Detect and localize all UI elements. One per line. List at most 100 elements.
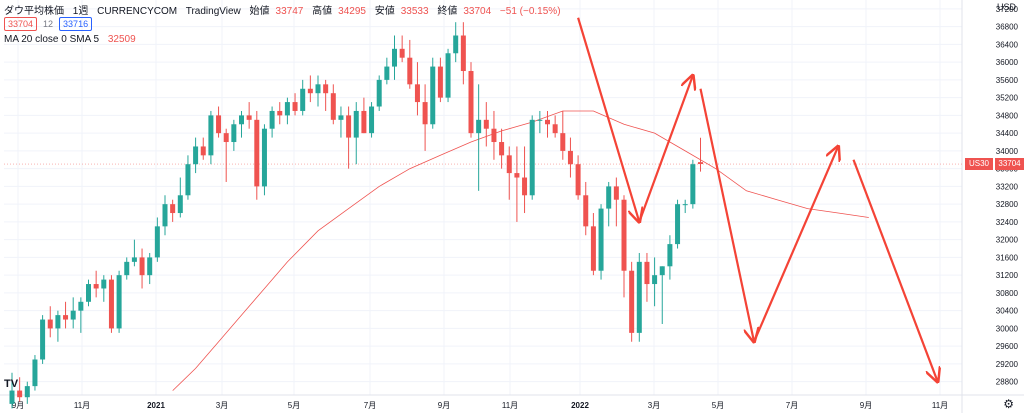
candle-body[interactable] — [185, 164, 191, 196]
candle-body[interactable] — [537, 119, 543, 121]
candle-body[interactable] — [24, 386, 30, 398]
candle-body[interactable] — [269, 110, 275, 129]
candle-body[interactable] — [154, 226, 160, 258]
candle-body[interactable] — [116, 275, 122, 329]
candle-body[interactable] — [284, 102, 290, 116]
candle-body[interactable] — [583, 195, 589, 227]
candle-body[interactable] — [407, 57, 413, 85]
indicator-legend[interactable]: MA 20 close 0 SMA 5 32509 — [4, 34, 142, 45]
trend-arrow[interactable] — [577, 17, 639, 222]
candle-body[interactable] — [613, 186, 619, 200]
candle-body[interactable] — [307, 88, 313, 94]
candle-body[interactable] — [40, 319, 46, 360]
symbol-name[interactable]: ダウ平均株価 — [4, 6, 64, 17]
candle-body[interactable] — [231, 124, 237, 143]
candle-body[interactable] — [292, 102, 298, 111]
candle-body[interactable] — [193, 146, 199, 165]
candle-body[interactable] — [644, 261, 650, 285]
candle-body[interactable] — [261, 128, 267, 187]
candle-body[interactable] — [108, 279, 114, 329]
candle-body[interactable] — [32, 359, 38, 387]
candle-body[interactable] — [598, 208, 604, 271]
buy-button[interactable]: 33716 — [59, 17, 93, 31]
candle-body[interactable] — [552, 124, 558, 134]
candle-body[interactable] — [369, 106, 375, 134]
candle-body[interactable] — [147, 257, 153, 276]
candle-body[interactable] — [468, 71, 474, 134]
candle-body[interactable] — [652, 275, 658, 285]
candle-body[interactable] — [78, 301, 84, 311]
candle-body[interactable] — [483, 119, 489, 129]
candle-body[interactable] — [414, 84, 420, 103]
candle-body[interactable] — [55, 315, 61, 329]
interval-label[interactable]: 1週 — [72, 6, 89, 17]
candle-body[interactable] — [139, 257, 145, 276]
candle-body[interactable] — [567, 150, 573, 165]
candle-body[interactable] — [606, 186, 612, 209]
candle-body[interactable] — [239, 115, 244, 125]
trend-arrow[interactable] — [638, 75, 693, 223]
candle-body[interactable] — [667, 244, 673, 267]
candle-body[interactable] — [353, 110, 359, 138]
candle-body[interactable] — [499, 142, 505, 156]
candle-body[interactable] — [346, 115, 352, 138]
candle-body[interactable] — [690, 164, 696, 205]
candle-body[interactable] — [560, 133, 566, 151]
candle-body[interactable] — [315, 84, 321, 94]
candle-body[interactable] — [698, 162, 703, 165]
trend-arrow[interactable] — [852, 159, 938, 382]
candle-body[interactable] — [445, 53, 451, 98]
trend-arrow[interactable] — [753, 146, 838, 343]
candle-body[interactable] — [338, 115, 344, 120]
candle-body[interactable] — [330, 93, 336, 120]
candle-body[interactable] — [682, 204, 688, 206]
candle-body[interactable] — [621, 199, 627, 271]
candle-body[interactable] — [17, 390, 23, 398]
candle-body[interactable] — [86, 284, 91, 302]
candle-body[interactable] — [277, 110, 283, 116]
trend-arrow[interactable] — [699, 88, 755, 342]
candle-body[interactable] — [422, 102, 428, 125]
candle-body[interactable] — [162, 204, 168, 227]
candle-body[interactable] — [323, 84, 329, 94]
candle-body[interactable] — [545, 119, 550, 125]
candle-body[interactable] — [392, 48, 397, 67]
candle-body[interactable] — [254, 119, 260, 187]
candle-body[interactable] — [124, 261, 130, 276]
candle-body[interactable] — [514, 173, 520, 178]
candle-body[interactable] — [223, 133, 229, 143]
candle-body[interactable] — [216, 115, 222, 134]
candle-body[interactable] — [491, 128, 497, 143]
candle-body[interactable] — [506, 155, 512, 174]
candle-body[interactable] — [63, 315, 69, 320]
candle-body[interactable] — [659, 266, 665, 276]
candle-body[interactable] — [590, 226, 596, 271]
candle-body[interactable] — [575, 164, 581, 196]
candle-body[interactable] — [200, 146, 206, 156]
candle-body[interactable] — [131, 257, 137, 262]
candle-body[interactable] — [399, 48, 405, 58]
candle-body[interactable] — [246, 115, 252, 120]
candle-body[interactable] — [476, 119, 482, 134]
candle-body[interactable] — [208, 115, 214, 156]
candle-body[interactable] — [47, 319, 53, 329]
sell-button[interactable]: 33704 — [4, 17, 38, 31]
candle-body[interactable] — [460, 35, 466, 72]
candle-body[interactable] — [384, 66, 390, 80]
candle-body[interactable] — [177, 195, 183, 214]
candle-body[interactable] — [437, 66, 443, 98]
tradingview-logo-icon[interactable]: TV — [4, 378, 19, 390]
candle-body[interactable] — [300, 88, 306, 111]
candle-body[interactable] — [430, 66, 436, 125]
candle-body[interactable] — [675, 204, 681, 245]
candle-body[interactable] — [629, 270, 635, 333]
candle-body[interactable] — [170, 204, 176, 214]
candle-body[interactable] — [453, 35, 459, 54]
currency-label[interactable]: USD — [996, 2, 1016, 12]
candle-body[interactable] — [522, 177, 528, 196]
candle-body[interactable] — [70, 310, 76, 320]
candle-body[interactable] — [529, 119, 535, 196]
candle-body[interactable] — [376, 79, 382, 107]
candle-body[interactable] — [9, 390, 15, 404]
